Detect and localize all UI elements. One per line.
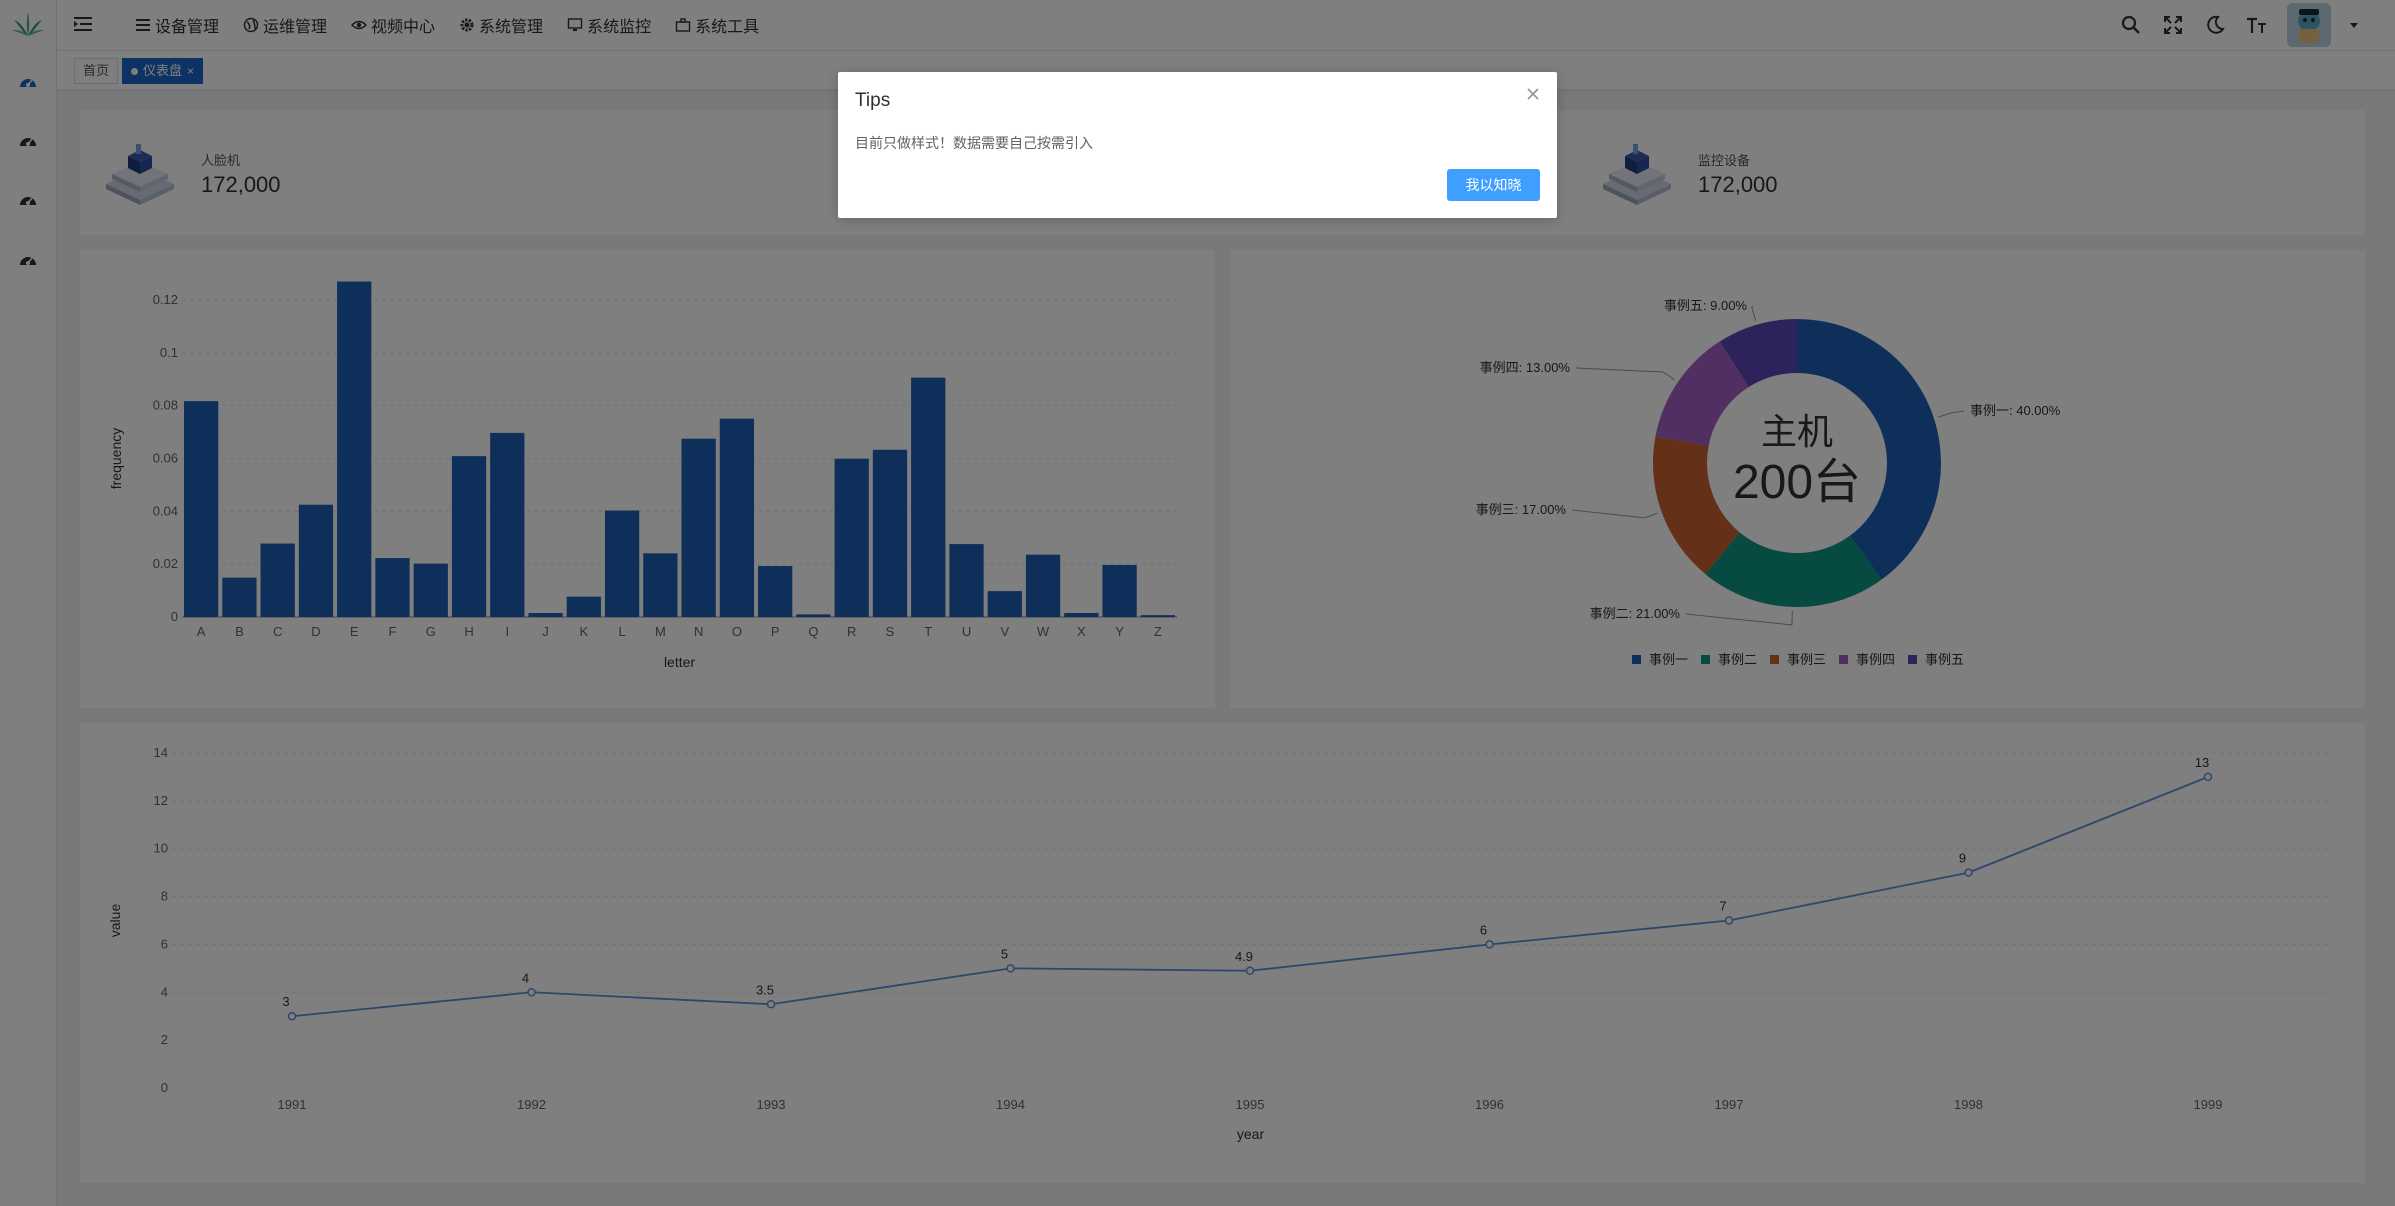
confirm-button[interactable]: 我以知晓 xyxy=(1447,169,1540,201)
close-icon[interactable] xyxy=(1525,86,1541,102)
dialog-message: 目前只做样式！数据需要自己按需引入 xyxy=(855,135,1093,151)
tips-dialog: Tips 目前只做样式！数据需要自己按需引入 我以知晓 xyxy=(838,72,1557,218)
dialog-title: Tips xyxy=(855,90,891,111)
